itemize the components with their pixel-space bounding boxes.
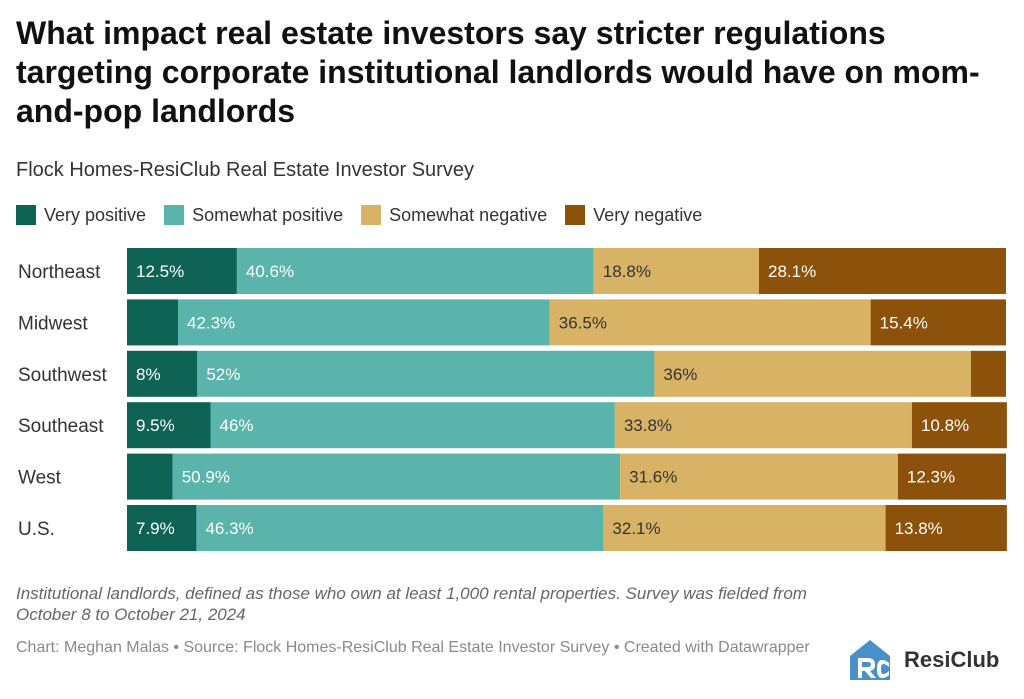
- data-label-northeast-somewhat-negative: 18.8%: [603, 262, 651, 281]
- category-label-midwest: Midwest: [18, 313, 88, 334]
- category-label-southeast: Southeast: [18, 416, 104, 437]
- legend-item-somewhat-negative: Somewhat negative: [361, 204, 547, 226]
- chart-legend: Very positive Somewhat positive Somewhat…: [16, 202, 720, 228]
- data-label-southwest-very-positive: 8%: [136, 365, 161, 384]
- data-label-northeast-very-positive: 12.5%: [136, 262, 184, 281]
- bar-southeast-very-positive: [127, 402, 211, 449]
- legend-label-very-negative: Very negative: [593, 205, 703, 225]
- legend-item-somewhat-positive: Somewhat positive: [164, 204, 343, 226]
- legend-swatch-somewhat-negative: [361, 205, 382, 225]
- bar-southeast-somewhat-positive: [210, 402, 615, 449]
- bar-u-s-somewhat-negative: [603, 505, 886, 551]
- resiclub-logo-icon: [850, 640, 890, 680]
- data-label-west-somewhat-negative: 31.6%: [629, 468, 677, 487]
- bar-u-s-very-positive: [127, 505, 197, 551]
- data-label-southeast-very-negative: 10.8%: [921, 416, 969, 435]
- data-label-southeast-very-positive: 9.5%: [136, 416, 175, 435]
- bar-west-very-positive: [127, 453, 173, 500]
- bar-midwest-somewhat-positive: [177, 299, 550, 346]
- bar-midwest-very-negative: [870, 299, 1006, 346]
- category-label-southwest: Southwest: [18, 365, 107, 386]
- legend-swatch-very-positive: [16, 205, 36, 225]
- category-label-northeast: Northeast: [18, 262, 101, 283]
- legend-swatch-very-negative: [565, 205, 586, 225]
- data-label-u-s-very-negative: 13.8%: [895, 519, 943, 538]
- bar-west-somewhat-positive: [172, 453, 621, 500]
- chart-subtitle: Flock Homes-ResiClub Real Estate Investo…: [16, 159, 474, 181]
- data-label-southeast-somewhat-negative: 33.8%: [624, 416, 672, 435]
- data-label-west-very-negative: 12.3%: [907, 468, 955, 487]
- chart-note: Institutional landlords, defined as thos…: [16, 584, 807, 624]
- legend-label-somewhat-negative: Somewhat negative: [389, 205, 548, 225]
- bar-southeast-somewhat-negative: [614, 402, 912, 449]
- resiclub-logo: ResiClub: [846, 630, 999, 690]
- chart-title: What impact real estate investors say st…: [16, 15, 980, 129]
- legend-item-very-negative: Very negative: [565, 204, 702, 226]
- stacked-bar-chart: Northeast 12.5% 40.6% 18.8% 28.1% Midwest 42.3…: [18, 248, 1007, 551]
- data-label-southwest-somewhat-negative: 36%: [663, 365, 697, 384]
- data-label-midwest-somewhat-negative: 36.5%: [559, 313, 607, 332]
- data-label-west-somewhat-positive: 50.9%: [182, 468, 230, 487]
- data-label-midwest-very-negative: 15.4%: [880, 313, 928, 332]
- legend-swatch-somewhat-positive: [164, 205, 185, 225]
- bar-southeast-very-negative: [911, 402, 1007, 449]
- bar-northeast-very-positive: [127, 248, 237, 294]
- legend-label-very-positive: Very positive: [44, 205, 147, 225]
- data-label-u-s-very-positive: 7.9%: [136, 519, 175, 538]
- bar-west-somewhat-negative: [620, 453, 898, 500]
- bar-southwest-very-negative: [970, 350, 1006, 397]
- bar-u-s-somewhat-positive: [196, 505, 604, 551]
- bar-northeast-somewhat-negative: [593, 248, 759, 294]
- bar-southwest-somewhat-positive: [197, 350, 655, 397]
- category-label-u-s: U.S.: [18, 519, 55, 540]
- data-label-southwest-somewhat-positive: 52%: [206, 365, 240, 384]
- data-label-northeast-somewhat-positive: 40.6%: [246, 262, 294, 281]
- resiclub-logo-text: ResiClub: [904, 647, 1000, 672]
- bar-west-very-negative: [897, 453, 1006, 500]
- bar-southwest-somewhat-negative: [654, 350, 971, 397]
- chart-source: Chart: Meghan Malas • Source: Flock Home…: [16, 639, 810, 656]
- legend-label-somewhat-positive: Somewhat positive: [192, 205, 344, 225]
- legend-item-very-positive: Very positive: [16, 204, 146, 226]
- data-label-u-s-somewhat-negative: 32.1%: [612, 519, 660, 538]
- bar-midwest-somewhat-negative: [549, 299, 871, 346]
- data-label-northeast-very-negative: 28.1%: [768, 262, 816, 281]
- bar-northeast-somewhat-positive: [236, 248, 594, 294]
- bar-u-s-very-negative: [885, 505, 1007, 551]
- data-label-southeast-somewhat-positive: 46%: [220, 416, 254, 435]
- bar-southwest-very-positive: [127, 350, 198, 397]
- bar-midwest-very-positive: [127, 299, 178, 346]
- bar-northeast-very-negative: [759, 248, 1006, 294]
- data-label-u-s-somewhat-positive: 46.3%: [205, 519, 253, 538]
- category-label-west: West: [18, 468, 62, 489]
- data-label-midwest-somewhat-positive: 42.3%: [187, 313, 235, 332]
